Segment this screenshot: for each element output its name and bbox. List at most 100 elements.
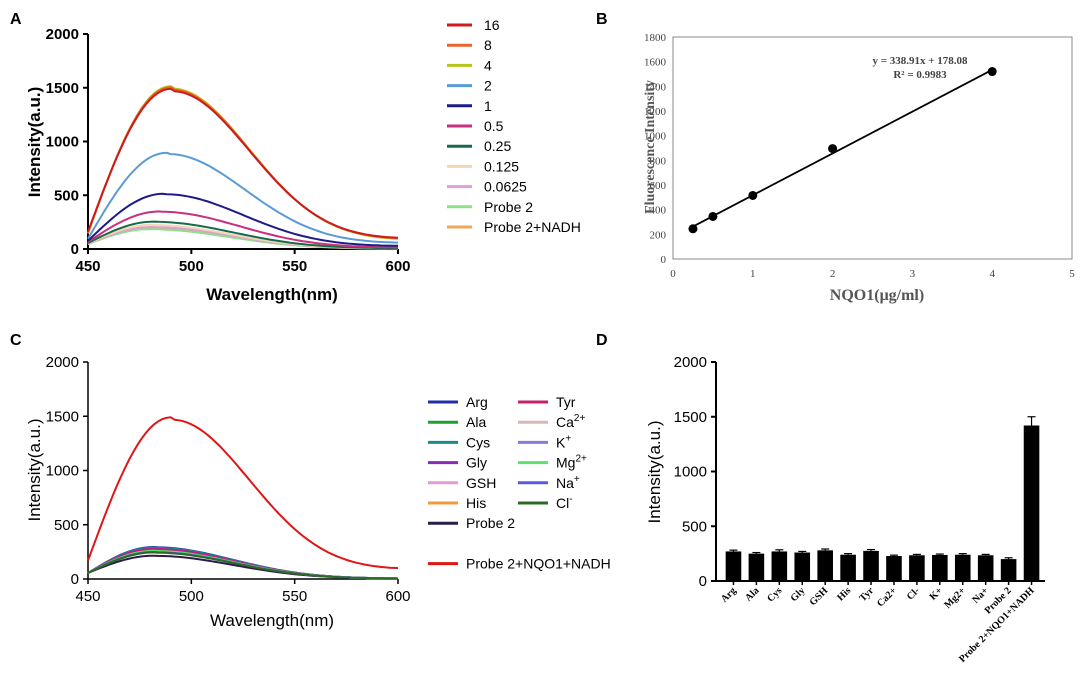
panel-b-y-tick-label: 1600 bbox=[644, 57, 667, 69]
panel-d-bar bbox=[840, 554, 856, 581]
legend-label-superscript: + bbox=[574, 474, 580, 485]
panel-c-x-tick-label: 450 bbox=[75, 588, 100, 605]
panel-b-x-tick-label: 1 bbox=[750, 268, 756, 280]
legend-label: GSH bbox=[466, 475, 496, 491]
panel-c-x-tick-label: 600 bbox=[385, 588, 410, 605]
panel-d-y-tick-label: 1500 bbox=[674, 409, 707, 426]
panel-d-category-label: Cys bbox=[765, 585, 784, 604]
legend-label: 1 bbox=[484, 98, 492, 114]
legend-label: 0.25 bbox=[484, 138, 511, 154]
panel-d-bar bbox=[725, 551, 742, 581]
legend-label-superscript: 2+ bbox=[574, 413, 586, 424]
legend-label: 4 bbox=[484, 57, 492, 73]
panel-c: C 0 500 1000 1500 2000 450 500 550 600 Wavelengt… bbox=[10, 332, 611, 630]
panel-d-bar bbox=[909, 555, 925, 581]
panel-d-bar bbox=[771, 551, 788, 581]
panel-c-y-tick-label: 500 bbox=[54, 517, 79, 534]
panel-b-y-tick-label: 1200 bbox=[644, 106, 667, 118]
panel-d-category-label: Ca2+ bbox=[875, 585, 899, 609]
legend-label-superscript: 2+ bbox=[575, 454, 587, 465]
panel-a-x-tick-label: 600 bbox=[385, 258, 410, 275]
legend-label: 8 bbox=[484, 37, 492, 53]
panel-b-frame bbox=[672, 36, 1073, 260]
panel-b: B 0 200 400 600 800 1000 1200 1400 1600 1800 0 1 2 3 4… bbox=[596, 11, 1075, 304]
panel-c-series-line bbox=[87, 416, 399, 570]
panel-a-y-tick-label: 2000 bbox=[46, 26, 79, 43]
panel-b-data-point bbox=[987, 67, 997, 77]
legend-label: Na+ bbox=[556, 474, 580, 491]
panel-b-y-tick-label: 0 bbox=[661, 254, 667, 266]
panel-d-label: D bbox=[596, 332, 608, 349]
panel-a-y-tick-label: 500 bbox=[54, 187, 79, 204]
panel-d-bar bbox=[932, 554, 948, 581]
panel-a-legend: 16 8 4 2 1 0.5 0.25 0.125 0.0625 Probe 2 Probe 2+N… bbox=[447, 17, 581, 235]
legend-label: Probe 2 bbox=[466, 515, 515, 531]
legend-label: His bbox=[466, 495, 486, 511]
panel-c-x-tick-label: 550 bbox=[282, 588, 307, 605]
panel-d-category-label: His bbox=[835, 585, 853, 603]
panel-d-category-label: Mg2+ bbox=[942, 585, 968, 611]
legend-label: Ala bbox=[466, 414, 486, 430]
panel-d-bar bbox=[1000, 559, 1017, 581]
panel-d-bar bbox=[817, 550, 833, 581]
panel-d-y-tick-label: 2000 bbox=[674, 354, 707, 371]
panel-a-series-line bbox=[87, 210, 399, 249]
panel-a-x-tick-label: 450 bbox=[75, 258, 100, 275]
panel-a-y-tick-label: 1500 bbox=[46, 80, 79, 97]
panel-d-category-label: Tyr bbox=[858, 585, 877, 604]
panel-d-bar bbox=[748, 553, 765, 581]
panel-c-y-tick-label: 1500 bbox=[46, 408, 79, 425]
panel-c-y-tick-label: 1000 bbox=[46, 463, 79, 480]
legend-label: Cys bbox=[466, 434, 490, 450]
legend-label: 0.5 bbox=[484, 118, 504, 134]
panel-d-bar bbox=[1023, 425, 1040, 581]
panel-a-x-tick-label: 550 bbox=[282, 258, 307, 275]
panel-b-xlabel: NQO1(μg/ml) bbox=[830, 287, 924, 304]
panel-c-label: C bbox=[10, 332, 22, 349]
panel-a-y-tick-label: 1000 bbox=[46, 134, 79, 151]
legend-label: Ca2+ bbox=[556, 413, 585, 430]
panel-b-x-tick-label: 0 bbox=[670, 268, 676, 280]
panel-c-series-line bbox=[87, 551, 399, 580]
panel-a-series-line bbox=[87, 220, 398, 250]
panel-d-bar bbox=[954, 554, 971, 581]
panel-a-xlabel: Wavelength(nm) bbox=[206, 285, 338, 304]
panel-d-bar bbox=[886, 556, 902, 581]
panel-d-category-label: Gly bbox=[789, 585, 808, 604]
panel-d-bar bbox=[863, 550, 879, 581]
panel-b-x-tick-label: 4 bbox=[989, 268, 995, 280]
panel-b-label: B bbox=[596, 11, 608, 28]
legend-label: Probe 2+NQO1+NADH bbox=[466, 556, 611, 572]
fit-equation: y = 338.91x + 178.08 bbox=[872, 55, 968, 67]
panel-b-y-tick-label: 800 bbox=[650, 155, 667, 167]
panel-a-series-line bbox=[87, 87, 399, 239]
legend-label: Probe 2+NADH bbox=[484, 219, 581, 235]
panel-b-y-tick-label: 1000 bbox=[644, 131, 667, 143]
panel-c-x-tick-label: 500 bbox=[179, 588, 204, 605]
panel-b-data-point bbox=[688, 224, 698, 234]
fit-r-squared: R² = 0.9983 bbox=[893, 69, 947, 81]
panel-d-category-label: K+ bbox=[928, 585, 946, 603]
panel-a: A 0 500 1000 1500 2000 450 500 550 600 Wavelengt… bbox=[10, 11, 581, 304]
panel-a-series-line bbox=[87, 192, 399, 247]
legend-label-superscript: + bbox=[565, 433, 571, 444]
panel-d-bar bbox=[977, 555, 994, 581]
legend-label: Arg bbox=[466, 394, 488, 410]
panel-d-category-label: Cl- bbox=[905, 585, 922, 602]
panel-b-x-tick-label: 5 bbox=[1069, 268, 1075, 280]
legend-label: Cl- bbox=[556, 494, 573, 511]
legend-label: 0.0625 bbox=[484, 179, 527, 195]
panel-d-category-label: Ala bbox=[743, 585, 761, 603]
panel-c-series-line bbox=[87, 554, 399, 580]
panel-d-category-label: Arg bbox=[719, 585, 739, 605]
legend-label: Probe 2 bbox=[484, 199, 533, 215]
panel-b-y-tick-label: 400 bbox=[650, 205, 667, 217]
legend-label: Mg2+ bbox=[556, 454, 587, 471]
panel-c-xlabel: Wavelength(nm) bbox=[210, 611, 334, 630]
legend-label: Gly bbox=[466, 455, 487, 471]
panel-c-legend: Arg Ala Cys Gly GSH His Probe 2 Tyr Ca2+ K+ Mg2+ Na… bbox=[428, 394, 611, 572]
legend-label: 2 bbox=[484, 78, 492, 94]
panel-b-ylabel: Fluorescence Intensity bbox=[643, 80, 658, 214]
panel-d-bar bbox=[794, 552, 811, 581]
